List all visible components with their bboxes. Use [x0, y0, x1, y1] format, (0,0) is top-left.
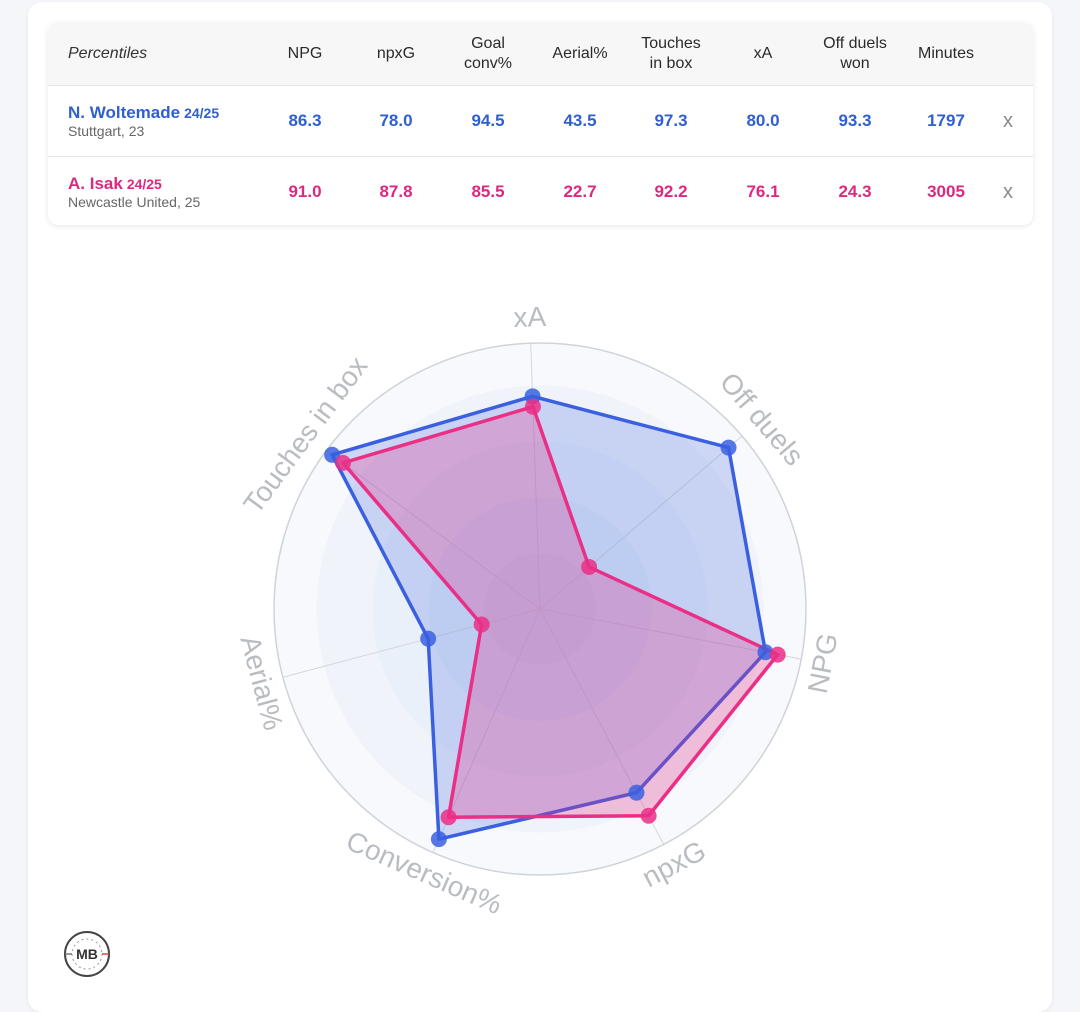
cell-goal-conv: 85.5: [471, 182, 505, 201]
player-club: Newcastle United, 25: [68, 194, 201, 210]
cell-aerial: 43.5: [563, 111, 597, 130]
table-row-isak: A. Isak 24/25 Newcastle United, 25 91.0 8…: [48, 157, 1033, 225]
header-npxg[interactable]: npxG: [376, 45, 416, 62]
percentile-table: Percentiles NPG npxG Goal conv% Aerial% …: [48, 23, 1033, 225]
axis-spoke: [539, 435, 743, 610]
remove-player-button[interactable]: x: [1003, 180, 1013, 203]
cell-off-duels-won: 93.3: [838, 111, 872, 130]
site-logo: MB: [64, 931, 110, 977]
player-name: A. Isak 24/25: [68, 174, 162, 194]
header-npg[interactable]: NPG: [287, 45, 323, 62]
cell-goal-conv: 94.5: [471, 111, 505, 130]
data-point: [524, 398, 541, 415]
cell-npxg: 78.0: [379, 111, 413, 130]
cell-xa: 76.1: [746, 182, 780, 201]
cell-off-duels-won: 24.3: [838, 182, 872, 201]
remove-player-button[interactable]: x: [1003, 109, 1013, 132]
cell-npg: 86.3: [288, 111, 322, 130]
player-season: 24/25: [126, 176, 162, 192]
axis-label: xA: [513, 301, 547, 333]
data-point: [640, 807, 657, 824]
player-club: Stuttgart, 23: [68, 123, 145, 139]
cell-minutes: 1797: [927, 111, 965, 130]
player-season: 24/25: [184, 105, 220, 121]
axis-spoke: [282, 608, 541, 678]
table-header: Percentiles NPG npxG Goal conv% Aerial% …: [48, 23, 1033, 86]
axis-spoke: [539, 608, 665, 845]
grid-outer-ring: [273, 342, 807, 876]
cell-minutes: 3005: [927, 182, 965, 201]
data-point: [335, 454, 352, 471]
header-aerial[interactable]: Aerial%: [552, 45, 608, 62]
series-area-1: [341, 404, 780, 819]
axis-spoke: [326, 450, 541, 610]
data-point: [440, 809, 457, 826]
axis-spoke: [530, 343, 541, 610]
data-point: [757, 644, 774, 661]
header-xa[interactable]: xA: [753, 45, 773, 62]
data-point: [769, 646, 786, 663]
axis-label: NPG: [802, 630, 844, 695]
header-minutes[interactable]: Minutes: [917, 45, 975, 62]
data-point: [581, 558, 598, 575]
player-name-text: A. Isak: [68, 174, 123, 193]
cell-npg: 91.0: [288, 182, 322, 201]
data-point: [430, 831, 447, 848]
cell-aerial: 22.7: [563, 182, 597, 201]
header-percentiles: Percentiles: [68, 45, 148, 62]
data-point: [420, 630, 437, 647]
cell-touches-in-box: 92.2: [654, 182, 688, 201]
data-point: [473, 616, 490, 633]
header-goal-conv[interactable]: Goal conv%: [463, 35, 513, 72]
header-touches-in-box[interactable]: Touches in box: [641, 35, 701, 72]
cell-xa: 80.0: [746, 111, 780, 130]
table-row-woltemade: N. Woltemade 24/25 Stuttgart, 23 86.3 78.…: [48, 86, 1033, 157]
header-off-duels-won[interactable]: Off duels won: [823, 35, 887, 72]
player-name-text: N. Woltemade: [68, 103, 181, 122]
cell-npxg: 87.8: [379, 182, 413, 201]
player-name: N. Woltemade 24/25: [68, 103, 219, 123]
logo-text: MB: [76, 946, 98, 962]
cell-touches-in-box: 97.3: [654, 111, 688, 130]
data-point: [324, 446, 341, 463]
data-point: [720, 439, 737, 456]
data-point: [628, 784, 645, 801]
